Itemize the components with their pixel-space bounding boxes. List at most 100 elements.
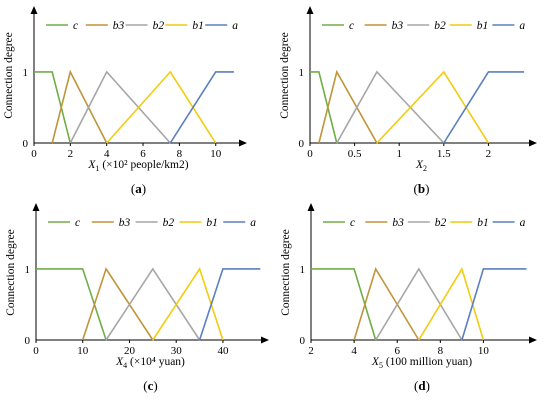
y-tick-label: 1 [23, 67, 29, 79]
panel-label: (b) [414, 181, 430, 196]
y-tick-label: 0 [23, 138, 29, 150]
series-line-b1 [418, 266, 485, 341]
x-axis-label-unit: (100 million yuan) [383, 356, 472, 368]
x-tick-label: 10 [77, 345, 89, 357]
x-axis-label-sub: 5 [379, 361, 383, 370]
y-tick-label: 1 [300, 264, 306, 276]
legend-label-a: a [520, 217, 526, 229]
series-line-b3 [353, 266, 420, 341]
panel-label-letter: c [148, 378, 154, 393]
series-line-b3 [81, 267, 154, 341]
x-tick-label: 4 [104, 148, 110, 160]
x-tick-label: 2 [68, 148, 74, 160]
series-line-c [36, 268, 107, 341]
x-tick-label: 1.5 [437, 148, 451, 160]
panel-label-close: ) [425, 181, 429, 196]
legend-label-b1: b1 [477, 217, 489, 229]
x-tick-label: 2 [486, 148, 492, 160]
y-axis-label: Connection degree [280, 229, 292, 316]
x-axis-label: X1 (×10² people/km2) [87, 159, 188, 173]
x-axis-label-sub: 4 [123, 361, 127, 370]
panel-label: (a) [131, 181, 146, 196]
x-tick-label: 8 [177, 148, 183, 160]
x-tick-label: 10 [478, 345, 490, 357]
y-axis-arrow-icon [306, 6, 314, 14]
series-line-a [169, 71, 234, 144]
legend-label-c: c [73, 20, 78, 32]
chart-panel-3: 0 10 20 30 40 0 1 Connection degree X4 (×10⁴ yua… [5, 203, 269, 393]
x-axis-label-unit: (×10² people/km2) [99, 159, 188, 171]
x-tick-label: 8 [438, 345, 444, 357]
series-line-c [310, 71, 338, 144]
y-axis-arrow-icon [32, 203, 40, 211]
x-axis-label-var: X [371, 356, 380, 368]
x-axis-label: X5 (100 million yuan) [371, 356, 472, 370]
panel-label-letter: d [418, 378, 426, 393]
series-line-b3 [318, 69, 378, 144]
panel-label-close: ) [426, 378, 430, 393]
x-tick-label: 0.5 [348, 148, 362, 160]
y-tick-label: 0 [299, 138, 305, 150]
legend-label-c: c [349, 20, 354, 32]
legend-label-c: c [75, 217, 80, 229]
legend-label-a: a [519, 20, 525, 32]
y-tick-label: 0 [300, 335, 306, 347]
panel-label-letter: a [135, 181, 142, 196]
series-line-b2 [105, 267, 201, 341]
x-axis-label: X4 (×10⁴ yuan) [115, 356, 185, 370]
x-tick-label: 1 [396, 148, 402, 160]
series-line-b2 [375, 267, 463, 341]
series-line-c [311, 268, 377, 341]
x-tick-label: 20 [124, 345, 136, 357]
x-tick-label: 0 [307, 148, 313, 160]
legend-label-b3: b3 [119, 217, 131, 229]
legend-label-b2: b2 [163, 217, 175, 229]
x-tick-label: 4 [351, 345, 357, 357]
panel-label-open: ( [131, 181, 135, 196]
x-axis-arrow-icon [529, 139, 537, 147]
y-tick-label: 1 [299, 67, 305, 79]
x-tick-label: 6 [394, 345, 400, 357]
panel-label-open: ( [143, 378, 147, 393]
panel-label-open: ( [414, 378, 418, 393]
x-tick-label: 30 [171, 345, 183, 357]
x-tick-label: 2 [308, 345, 314, 357]
y-axis-label: Connection degree [5, 229, 17, 316]
y-axis-arrow-icon [307, 203, 315, 211]
series-line-a [198, 268, 261, 341]
legend-label-b3: b3 [392, 217, 404, 229]
x-tick-label: 10 [210, 148, 222, 160]
panel-label-close: ) [142, 181, 146, 196]
series-line-b1 [376, 70, 490, 144]
legend-label-b2: b2 [153, 20, 165, 32]
x-axis-arrow-icon [261, 336, 269, 344]
y-tick-label: 1 [25, 264, 31, 276]
legend-label-a: a [232, 20, 238, 32]
series-line-b2 [69, 70, 171, 144]
legend-label-b2: b2 [434, 20, 446, 32]
legend-label-a: a [250, 217, 256, 229]
series-line-a [461, 268, 527, 341]
legend-label-b3: b3 [392, 20, 404, 32]
legend-label-b3: b3 [113, 20, 125, 32]
panel-label-close: ) [153, 378, 157, 393]
x-axis-arrow-icon [529, 336, 537, 344]
x-tick-label: 6 [140, 148, 146, 160]
series-line-b1 [152, 267, 224, 341]
legend-label-b1: b1 [192, 20, 204, 32]
panel-label: (c) [143, 378, 157, 393]
y-axis-label: Connection degree [279, 32, 291, 119]
series-line-a [443, 71, 525, 144]
x-tick-label: 40 [217, 345, 229, 357]
series-line-b1 [106, 70, 217, 144]
x-axis-label-var: X [87, 159, 96, 171]
panel-label-open: ( [414, 181, 418, 196]
x-tick-label: 0 [31, 148, 37, 160]
x-axis-label-var: X [115, 356, 124, 368]
x-axis-label-sub: 2 [423, 164, 427, 173]
y-tick-label: 0 [25, 335, 31, 347]
panel-label-letter: b [418, 181, 425, 196]
x-axis-label: X2 [415, 159, 427, 173]
